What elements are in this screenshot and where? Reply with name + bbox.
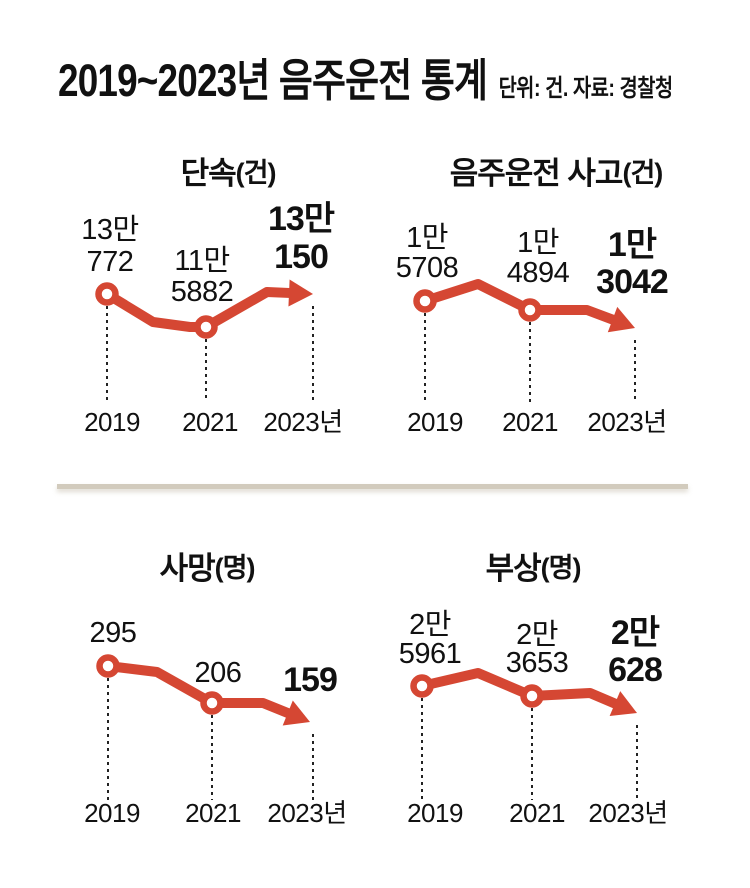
year-label: 2021 xyxy=(509,798,565,828)
chart-crackdowns: 13만 772 11만 5882 13만 150 단속(건) 2019 2021 2023년 xyxy=(40,140,380,450)
value-label-2023년: 628 xyxy=(608,651,662,689)
value-label-2019: 772 xyxy=(87,246,134,278)
value-label-2021: 3653 xyxy=(506,647,569,679)
value-label-2021: 2만 xyxy=(516,619,558,651)
page-title: 2019~2023년 음주운전 통계 xyxy=(58,55,488,106)
value-label-2023년: 13만 xyxy=(268,200,335,238)
data-point-2019 xyxy=(95,282,119,306)
value-label-2021: 11만 xyxy=(174,245,229,277)
chart-injuries: 2만 5961 2만 3653 2만 628 부상(명) 2019 2021 2023년 xyxy=(380,520,720,850)
data-point-2019 xyxy=(413,289,437,313)
year-label: 2021 xyxy=(185,798,241,828)
data-point-2021 xyxy=(520,684,544,708)
value-label-2019: 1만 xyxy=(406,222,448,254)
year-label: 2019 xyxy=(407,798,463,828)
chart-title: 단속(건) xyxy=(181,156,276,191)
year-label: 2023년 xyxy=(267,798,346,828)
arrow-head-down xyxy=(609,691,637,717)
value-label-2021: 1만 xyxy=(517,227,559,259)
chart-deaths: 295 206 159 사망(명) 2019 2021 2023년 xyxy=(40,520,380,850)
value-label-2021: 4894 xyxy=(507,257,570,289)
value-label-2023년: 1만 xyxy=(608,226,657,264)
value-label-2023년: 2만 xyxy=(611,614,660,652)
value-label-2019: 5708 xyxy=(396,252,459,284)
year-label: 2019 xyxy=(84,798,140,828)
value-label-2023년: 150 xyxy=(274,238,328,276)
value-label-2019: 5961 xyxy=(399,638,462,670)
value-label-2019: 13만 xyxy=(81,214,138,246)
year-label: 2021 xyxy=(502,407,558,437)
year-label: 2019 xyxy=(84,407,140,437)
value-label-2019: 2만 xyxy=(409,609,451,641)
arrow-head-down xyxy=(282,700,310,726)
unit-source-note: 단위: 건. 자료: 경찰청 xyxy=(498,75,673,102)
section-divider xyxy=(57,484,688,489)
year-label: 2023년 xyxy=(587,407,666,437)
year-label: 2023년 xyxy=(263,407,342,437)
chart-canvas: 295 206 159 사망(명) 2019 2021 2023년 xyxy=(84,551,347,829)
page-header: 2019~2023년 음주운전 통계 단위: 건. 자료: 경찰청 xyxy=(58,44,673,109)
value-label-2021: 5882 xyxy=(171,276,234,308)
year-label: 2023년 xyxy=(588,798,667,828)
data-point-2021 xyxy=(194,315,218,339)
data-point-2021 xyxy=(518,298,542,322)
data-point-2019 xyxy=(410,674,434,698)
chart-title: 부상(명) xyxy=(486,551,581,586)
chart-title: 음주운전 사고(건) xyxy=(450,156,663,191)
chart-title: 사망(명) xyxy=(160,551,255,586)
arrow-head-up xyxy=(288,279,313,307)
value-label-2023년: 3042 xyxy=(596,263,668,301)
year-label: 2019 xyxy=(407,407,463,437)
value-label-2021: 206 xyxy=(195,657,242,689)
year-label: 2021 xyxy=(182,407,238,437)
chart-dui-accidents: 1만 5708 1만 4894 1만 3042 음주운전 사고(건) 2019 2021 2023… xyxy=(380,140,720,450)
value-label-2019: 295 xyxy=(90,617,137,649)
value-label-2023년: 159 xyxy=(283,661,337,699)
data-point-2019 xyxy=(96,654,120,678)
data-point-2021 xyxy=(200,691,224,715)
arrow-head-down xyxy=(607,306,635,333)
